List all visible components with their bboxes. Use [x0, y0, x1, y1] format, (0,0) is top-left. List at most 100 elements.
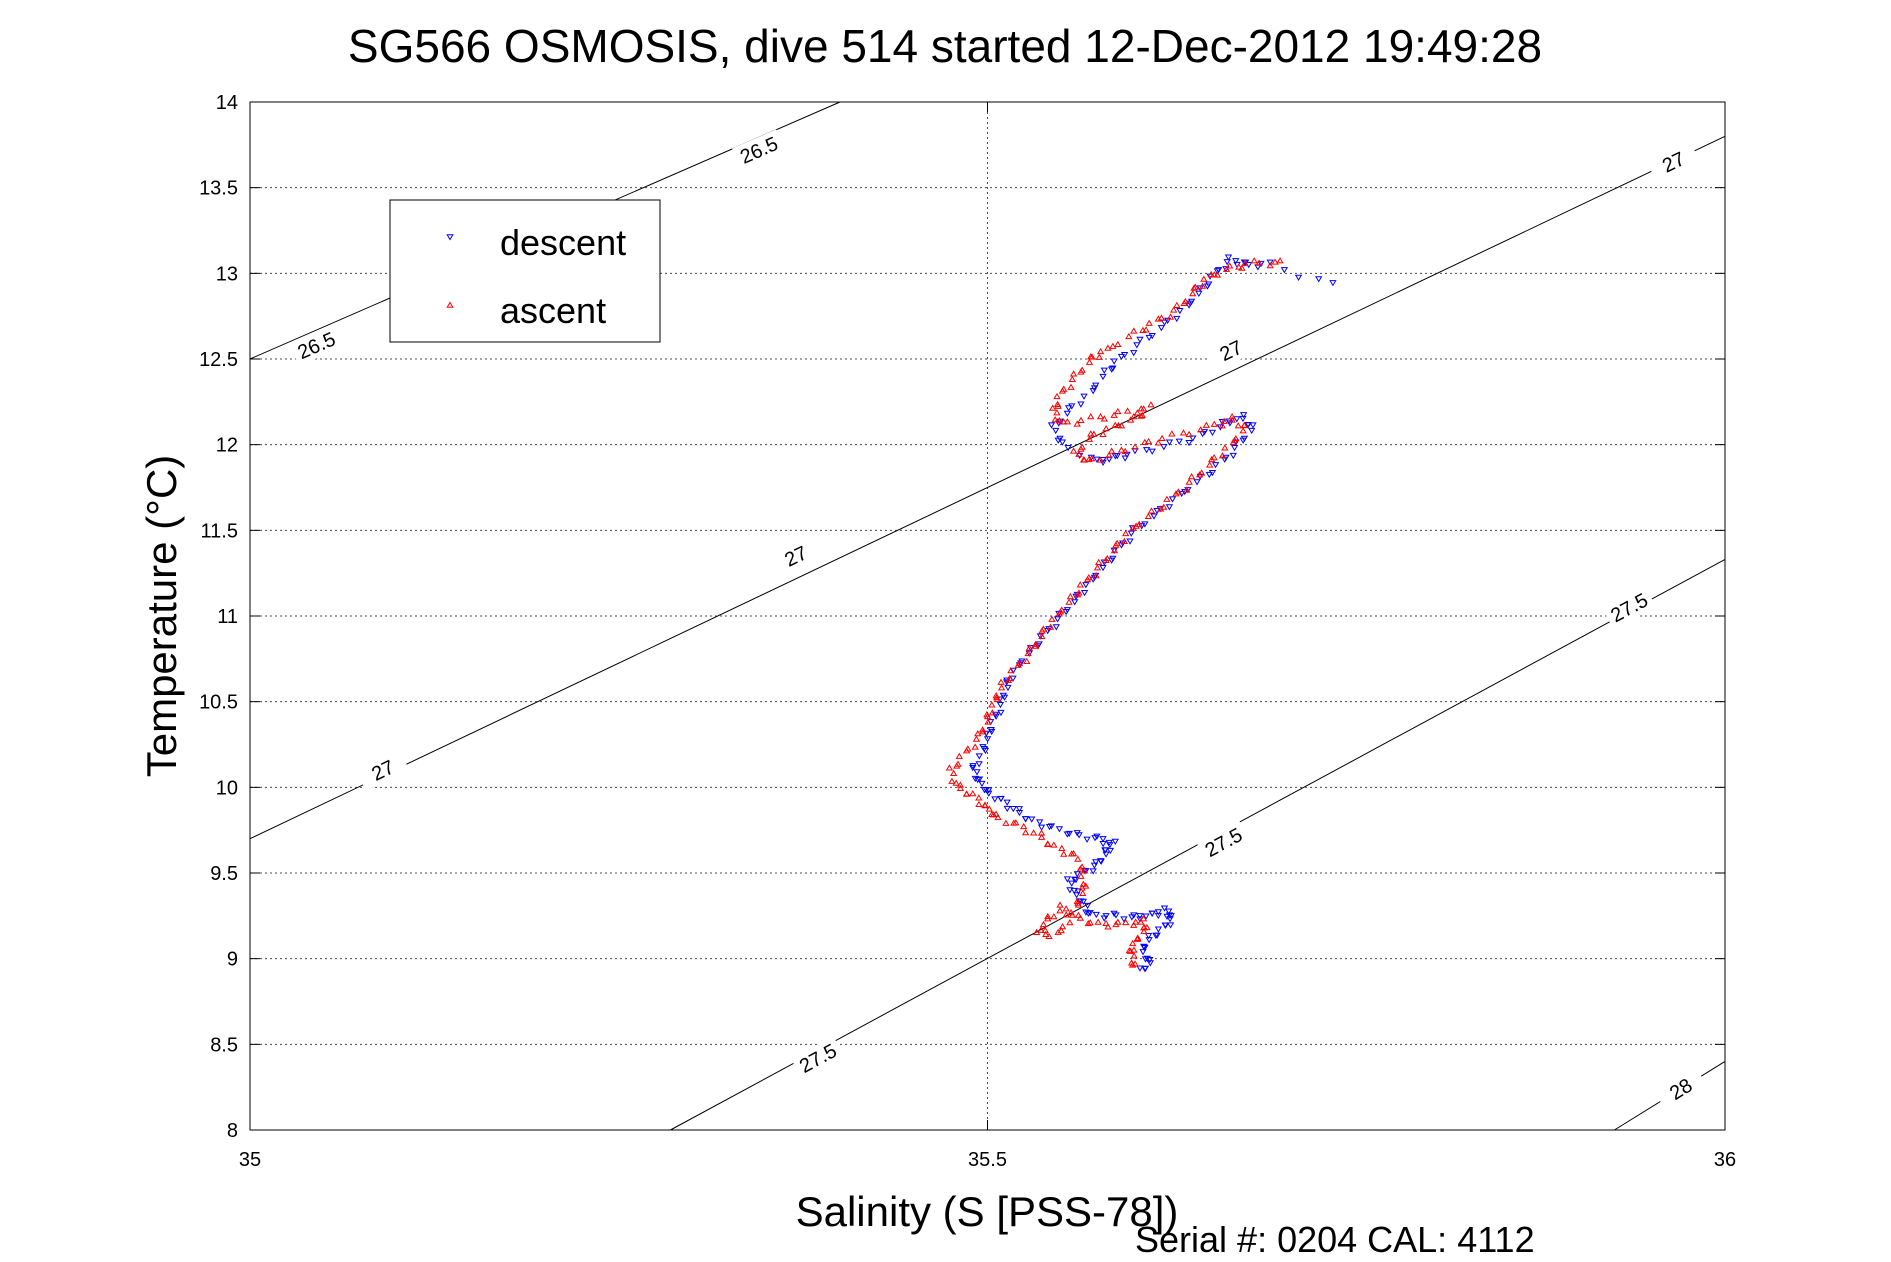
ascent-point — [1181, 297, 1190, 305]
descent-point — [1216, 424, 1225, 431]
ascent-point — [984, 718, 992, 725]
contour-label-bg — [289, 324, 344, 366]
legend-label-descent: descent — [500, 222, 626, 263]
ascent-point — [1232, 434, 1240, 442]
descent-point — [1175, 438, 1183, 445]
ascent-point — [1129, 939, 1137, 947]
descent-point — [1105, 839, 1113, 847]
ascent-point — [1238, 264, 1246, 271]
ascent-point — [1080, 456, 1088, 463]
descent-point — [1047, 422, 1056, 429]
descent-point — [1110, 910, 1118, 917]
descent-point — [1208, 429, 1217, 437]
ascent-point — [1130, 952, 1138, 959]
descent-point — [969, 763, 977, 770]
x-axis-label: Salinity (S [PSS-78]) — [796, 1188, 1179, 1235]
ascent-point — [1126, 416, 1135, 423]
descent-point — [1166, 922, 1175, 929]
descent-point — [991, 796, 999, 803]
ascent-point — [1062, 905, 1070, 912]
ascent-point — [1114, 407, 1122, 415]
descent-point — [1148, 910, 1156, 917]
descent-point — [1163, 317, 1172, 324]
descent-point — [1063, 410, 1072, 417]
y-tick-label: 8 — [227, 1120, 238, 1142]
descent-point — [1003, 805, 1011, 813]
x-tick-label: 36 — [1714, 1149, 1736, 1171]
ascent-point — [1134, 934, 1142, 941]
ascent-point — [1271, 258, 1279, 265]
ascent-point — [1187, 473, 1196, 480]
descent-point — [1109, 365, 1117, 372]
series-descent — [969, 254, 1337, 973]
ascent-point — [1198, 282, 1207, 289]
descent-point — [1065, 830, 1073, 838]
ascent-point — [1005, 674, 1014, 682]
ascent-point — [1189, 290, 1197, 297]
chart-title: SG566 OSMOSIS, dive 514 started 12-Dec-2… — [348, 20, 1542, 72]
ascent-point — [1104, 344, 1112, 351]
y-tick-label: 11.5 — [201, 520, 238, 542]
descent-point — [1127, 530, 1135, 537]
descent-point — [979, 744, 987, 751]
descent-point — [1208, 470, 1217, 477]
ascent-point — [1050, 841, 1058, 848]
contour-label-bg — [1196, 820, 1251, 865]
ascent-point — [988, 701, 996, 708]
descent-point — [1230, 445, 1239, 452]
descent-point — [1184, 487, 1192, 494]
ascent-point — [985, 805, 994, 812]
ascent-point — [1137, 412, 1145, 419]
descent-point — [973, 769, 981, 776]
descent-point — [1064, 445, 1072, 452]
ascent-point — [1250, 257, 1258, 264]
ascent-point — [1144, 437, 1153, 445]
descent-point — [1077, 401, 1085, 408]
ascent-point — [1069, 370, 1078, 377]
descent-point — [978, 780, 986, 788]
ascent-point — [988, 709, 997, 716]
ascent-point — [1067, 383, 1075, 390]
descent-point — [1063, 876, 1072, 883]
descent-point — [1128, 914, 1136, 921]
descent-point — [1165, 504, 1174, 511]
legend-marker-descent — [446, 234, 454, 241]
descent-point — [1211, 462, 1220, 469]
ascent-point — [1038, 632, 1046, 639]
ascent-point — [1075, 589, 1083, 596]
ascent-point — [1045, 932, 1053, 939]
descent-point — [1168, 496, 1177, 503]
ascent-point — [1240, 421, 1249, 429]
descent-point — [1144, 932, 1153, 940]
descent-point — [1189, 435, 1197, 442]
ascent-point — [1067, 908, 1075, 916]
series-ascent — [945, 257, 1284, 968]
ascent-point — [972, 735, 981, 742]
ascent-point — [1218, 452, 1227, 459]
descent-point — [982, 786, 990, 794]
ascent-point — [997, 678, 1005, 685]
descent-point — [1101, 847, 1109, 854]
ascent-point — [1218, 422, 1226, 429]
ascent-point — [1123, 407, 1132, 414]
ascent-point — [1222, 265, 1231, 272]
ascent-point — [1221, 444, 1229, 451]
descent-point — [1045, 824, 1054, 831]
ascent-point — [1079, 889, 1087, 896]
ascent-point — [1042, 930, 1050, 937]
ascent-point — [1010, 819, 1018, 826]
ascent-point — [1113, 539, 1121, 546]
ascent-point — [1185, 478, 1193, 485]
ascent-point — [1131, 443, 1139, 450]
ascent-point — [1110, 411, 1118, 418]
descent-point — [1120, 916, 1128, 923]
ascent-point — [1210, 420, 1218, 427]
descent-point — [1096, 858, 1105, 865]
descent-point — [1083, 836, 1091, 843]
ascent-point — [1125, 947, 1133, 954]
descent-point — [1141, 521, 1149, 528]
descent-point — [1058, 439, 1067, 446]
ascent-point — [1037, 926, 1045, 933]
descent-point — [1329, 280, 1337, 287]
descent-point — [1185, 440, 1193, 447]
